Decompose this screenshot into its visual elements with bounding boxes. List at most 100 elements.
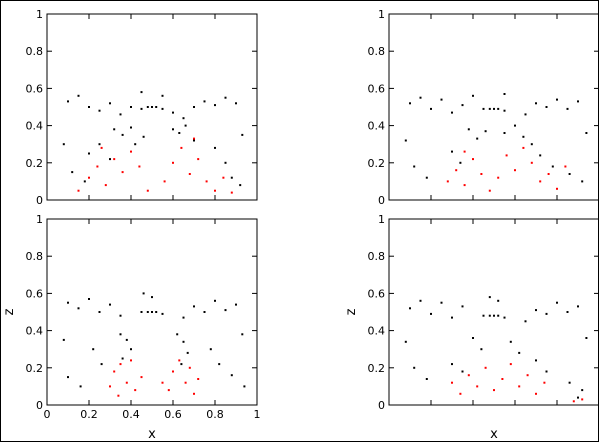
panel-bottom-right-series-1-point-9 [526,374,529,377]
panel-bottom-left-series-0-point-17 [119,333,122,336]
panel-bottom-right-series-0-point-3 [440,301,443,304]
panel-top-left-series-1-point-3 [113,158,116,161]
panel-top-left-series-0-point-23 [142,135,145,138]
panel-bottom-left-series-0-point-8 [151,311,153,313]
panel-bottom-right-ytick-label-1: 0.2 [368,362,386,375]
panel-top-right-series-0-point-28 [413,165,416,168]
panel-bottom-left-xtick-label-0: 0 [44,408,51,421]
panel-top-left-series-0-point-12 [172,111,174,114]
panel-top-right-series-1-point-5 [488,189,491,192]
panel-bottom-left-series-0-point-36 [142,292,145,295]
panel-top-right-series-1-point-1 [455,169,458,172]
panel-top-left-series-1-point-17 [77,189,80,192]
panel-bottom-left-series-1-point-15 [161,381,164,384]
panel-top-left-series-0-point-34 [83,180,86,183]
panel-bottom-left-series-0-point-18 [125,338,128,341]
panel-bottom-right-series-0-point-19 [509,340,512,343]
panel-bottom-right-series-0-point-2 [430,312,432,315]
panel-top-left-series-0-point-5 [119,113,122,116]
panel-bottom-right-series-0-point-4 [451,316,453,319]
panel-top-left-series-1-point-14 [214,189,216,192]
panel-top-left-series-0-point-20 [121,133,124,136]
panel-bottom-right-series-0-point-17 [472,337,474,339]
panel-top-right-series-0-point-0 [409,102,411,105]
panel-top-left-series-1-point-10 [180,146,183,149]
panel-bottom-left-ytick-label-4: 0.8 [26,250,44,263]
panel-top-right-series-0-point-19 [484,130,487,133]
panel-top-right-series-0-point-9 [497,107,500,110]
panel-bottom-right-series-0-point-22 [461,370,464,373]
panel-bottom-left-series-1-point-6 [109,385,111,388]
panel-bottom-right-series-0-point-15 [566,311,569,313]
panel-top-left-series-1-point-13 [205,180,208,183]
panel-bottom-left-series-0-point-29 [67,376,69,379]
panel-bottom-left-series-1-point-8 [178,359,181,362]
panel-top-right-series-0-point-15 [566,107,569,110]
panel-top-left-ytick-label-2: 0.4 [26,120,44,133]
panel-bottom-left-axes-frame [46,218,258,406]
panel-top-left-series-1-point-5 [130,150,132,153]
panel-bottom-left-series-0-point-22 [182,340,185,343]
panel-top-right-series-0-point-31 [581,180,584,183]
panel-bottom-right-series-0-point-10 [503,316,506,319]
panel-top-right-ytick-label-2: 0.4 [368,120,386,133]
panel-top-left-series-0-point-9 [151,106,153,108]
panel-top-left-series-0-point-37 [62,143,65,146]
panel-top-right-series-1-point-4 [480,173,483,175]
panel-bottom-right-series-1-point-7 [509,363,512,366]
panel-top-right-series-0-point-4 [451,111,453,114]
panel-bottom-right-series-1-point-2 [467,374,470,377]
panel-bottom-left-xtick-label-2: 0.4 [122,408,140,421]
panel-top-left-series-0-point-2 [88,106,90,108]
panel-bottom-right-ytick-label-0: 0 [378,399,385,412]
panel-top-right-series-0-point-21 [514,124,516,127]
panel-bottom-right-series-1-point-5 [493,389,495,392]
panel-top-right-series-1-point-2 [463,184,466,187]
panel-bottom-left-ytick-label-2: 0.4 [26,325,44,338]
panel-bottom-left-series-0-point-20 [121,357,124,360]
panel-top-right-series-1-point-15 [463,150,466,153]
panel-bottom-left-series-0-point-35 [151,296,153,299]
panel-top-right-series-0-point-22 [522,135,525,138]
panel-top-left-series-0-point-8 [146,106,149,108]
panel-top-right-series-0-point-14 [556,98,558,101]
panel-top-left-series-0-point-21 [130,126,132,129]
panel-bottom-left-series-0-point-25 [92,348,95,351]
panel-bottom-right-series-0-point-6 [482,314,485,317]
panel-bottom-left-series-0-point-21 [176,333,179,336]
panel-bottom-right-series-0-point-12 [535,309,537,312]
panel-top-right-series-1-point-7 [505,154,508,157]
panel-top-right-series-0-point-16 [577,100,579,103]
panel-top-right-series-1-point-10 [530,161,533,164]
panel-top-left-series-0-point-1 [77,94,80,97]
panel-bottom-right-x-axis-title: x [490,427,498,442]
panel-top-left-axes-frame [46,13,258,201]
panel-top-right-series-0-point-30 [568,173,571,175]
panel-top-left-series-0-point-17 [224,96,227,99]
panel-top-left-series-0-point-38 [241,133,244,136]
panel-top-right-series-1-point-3 [472,158,474,161]
panel-bottom-right-series-1-point-3 [476,385,479,388]
panel-top-left-series-0-point-4 [109,102,111,105]
panel-bottom-left-ytick-label-0: 0 [36,399,43,412]
panel-bottom-left-series-0-point-28 [218,363,221,366]
panel-top-left-series-0-point-6 [130,106,132,108]
panel-top-left-series-0-point-28 [88,152,90,155]
panel-bottom-right-series-0-point-23 [535,359,537,362]
panel-bottom-left-series-0-point-13 [203,311,206,313]
panel-top-left-series-1-point-15 [222,176,225,179]
panel-bottom-left-series-0-point-3 [98,311,101,313]
panel-bottom-right-series-0-point-1 [419,299,422,302]
panel-top-right-series-0-point-34 [503,93,506,95]
panel-bottom-left-series-1-point-10 [188,366,191,369]
panel-top-left-ytick-label-0: 0 [36,194,43,207]
panel-bottom-left-series-0-point-15 [224,309,227,312]
panel-bottom-left-series-0-point-26 [100,363,103,366]
panel-top-right-series-0-point-18 [476,137,479,140]
panel-bottom-left-xtick-label-3: 0.6 [164,408,182,421]
panel-top-left-series-1-point-9 [172,161,174,164]
panel-bottom-left-xtick-label-5: 1 [254,408,261,421]
panel-bottom-left-series-0-point-2 [88,298,90,300]
